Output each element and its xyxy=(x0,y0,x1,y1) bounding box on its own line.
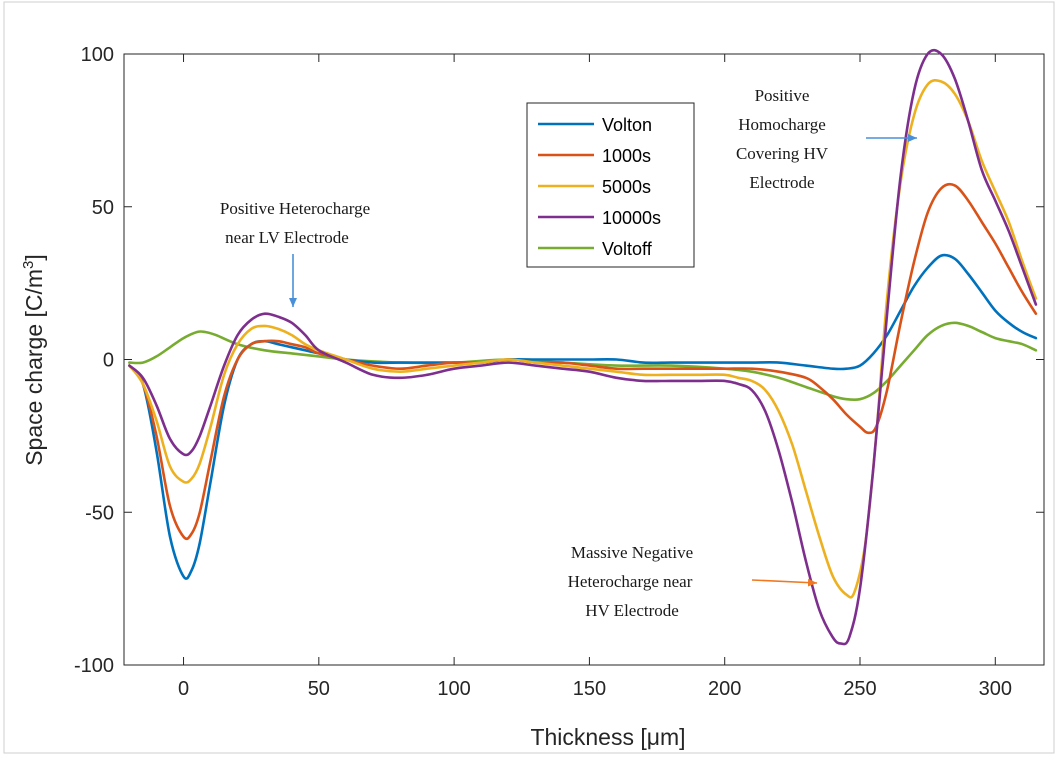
annotation-lv-heterocharge: Positive Heterocharge near LV Electrode xyxy=(220,199,370,307)
y-axis-label-sup: 3 xyxy=(20,261,37,269)
annotation-hv-homocharge: Positive Homocharge Covering HV Electrod… xyxy=(736,86,917,192)
legend-label-1000s: 1000s xyxy=(602,146,651,166)
annotation-neg-line-2: Heterocharge near xyxy=(568,572,693,591)
y-tick-label-50: 50 xyxy=(92,197,114,219)
legend-label-voltoff: Voltoff xyxy=(602,239,653,259)
annotation-neg-arrow xyxy=(751,578,818,587)
annotation-neg-line-3: HV Electrode xyxy=(585,601,679,620)
figure-frame xyxy=(3,1,1055,754)
annotation-hv-line-2: Homocharge xyxy=(738,115,826,134)
legend-label-10000s: 10000s xyxy=(602,208,661,228)
annotation-lv-line-1: Positive Heterocharge xyxy=(220,199,370,218)
annotation-hv-line-3: Covering HV xyxy=(736,144,829,163)
axis-ticks: 0 50 100 150 200 250 300 -100 -50 0 50 100 xyxy=(74,44,1044,700)
y-tick-label-100: 100 xyxy=(81,44,114,66)
annotation-neg-line-1: Massive Negative xyxy=(571,543,693,562)
x-tick-label-250: 250 xyxy=(843,678,876,700)
x-tick-label-300: 300 xyxy=(979,678,1012,700)
y-tick-label-0: 0 xyxy=(103,350,114,372)
y-axis-label-end: ] xyxy=(21,254,47,260)
y-axis-label: Space charge [C/m3] xyxy=(20,254,47,466)
x-axis-label: Thickness [μm] xyxy=(530,724,685,750)
annotation-hv-line-4: Electrode xyxy=(749,173,814,192)
annotation-negative-heterocharge: Massive Negative Heterocharge near HV El… xyxy=(568,543,818,620)
series-line-volton xyxy=(128,253,1038,580)
x-tick-label-100: 100 xyxy=(437,678,470,700)
x-tick-label-150: 150 xyxy=(573,678,606,700)
series-line-10000s xyxy=(128,48,1038,646)
y-axis-label-main: Space charge [C/m xyxy=(21,269,47,466)
x-tick-label-50: 50 xyxy=(308,678,330,700)
legend: Volton 1000s 5000s 10000s Voltoff xyxy=(526,102,695,268)
series-lines xyxy=(128,48,1038,646)
series-line-1000s xyxy=(128,182,1038,541)
x-tick-label-0: 0 xyxy=(178,678,189,700)
annotation-hv-line-1: Positive xyxy=(755,86,810,105)
annotation-lv-line-2: near LV Electrode xyxy=(225,228,349,247)
y-tick-label--50: -50 xyxy=(85,502,114,524)
legend-label-5000s: 5000s xyxy=(602,177,651,197)
series-line-5000s xyxy=(128,79,1038,599)
y-tick-label--100: -100 xyxy=(74,655,114,677)
legend-label-volton: Volton xyxy=(602,115,652,135)
x-tick-label-200: 200 xyxy=(708,678,741,700)
